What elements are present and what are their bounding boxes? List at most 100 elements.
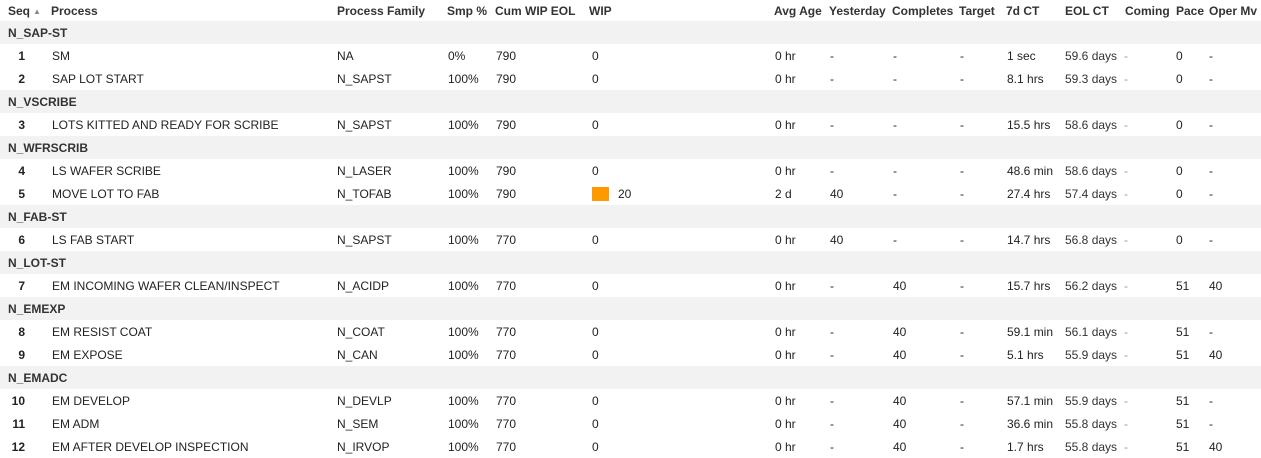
cell-yesterday: - [830, 325, 834, 339]
cell-process-family: NA [337, 49, 354, 63]
header-pace[interactable]: Pace [1176, 4, 1205, 18]
cell-completes: 40 [893, 417, 907, 431]
cell-pace: 0 [1176, 187, 1183, 201]
cell-wip: 0 [592, 72, 599, 86]
cell-process-family: N_IRVOP [337, 440, 390, 454]
cell-avg-age: 0 hr [775, 118, 796, 132]
cell-wip: 0 [592, 118, 599, 132]
cell-cum-wip-eol: 790 [496, 118, 517, 132]
header-completes[interactable]: Completes [892, 4, 954, 18]
cell-7d-ct: 59.1 min [1007, 325, 1054, 339]
group-header-row: N_FAB-ST [0, 205, 1261, 228]
cell-process[interactable]: SM [52, 49, 70, 63]
cell-target: - [960, 417, 964, 431]
header-process[interactable]: Process [51, 4, 98, 18]
cell-cum-wip-eol: 770 [496, 394, 517, 408]
cell-coming: - [1124, 394, 1129, 408]
cell-process-family: N_SEM [337, 417, 379, 431]
cell-coming: - [1124, 187, 1129, 201]
wip-bar [592, 187, 609, 201]
header-seq[interactable]: Seq ▲ [8, 4, 41, 18]
cell-process[interactable]: LS WAFER SCRIBE [52, 164, 161, 178]
table-row: 2 SAP LOT START N_SAPST 100% 790 0 0 hr - - - 8.1 … [0, 67, 1261, 90]
cell-eol-ct: 55.8 days - [1065, 417, 1128, 431]
cell-oper-mv: - [1209, 49, 1213, 63]
cell-avg-age: 0 hr [775, 72, 796, 86]
eol-ct-value: 55.8 days [1065, 440, 1118, 454]
cell-7d-ct: 1.7 hrs [1007, 440, 1044, 454]
table-row: 10 EM DEVELOP N_DEVLP 100% 770 0 0 hr - 40 - 57.1 … [0, 389, 1261, 412]
cell-process[interactable]: LOTS KITTED AND READY FOR SCRIBE [52, 118, 279, 132]
table-row: 12 EM AFTER DEVELOP INSPECTION N_IRVOP 100%… [0, 435, 1261, 458]
cell-oper-mv: 40 [1209, 440, 1223, 454]
cell-coming: - [1124, 118, 1129, 132]
cell-wip: 0 [592, 325, 599, 339]
header-yesterday[interactable]: Yesterday [829, 4, 886, 18]
table-row: 6 LS FAB START N_SAPST 100% 770 0 0 hr 40 - - 14.7… [0, 228, 1261, 251]
cell-seq: 12 [11, 440, 25, 454]
cell-wip: 0 [592, 394, 599, 408]
header-wip[interactable]: WIP [589, 4, 612, 18]
cell-wip: 0 [592, 279, 599, 293]
cell-process[interactable]: MOVE LOT TO FAB [52, 187, 160, 201]
cell-process[interactable]: EM INCOMING WAFER CLEAN/INSPECT [52, 279, 280, 293]
cell-cum-wip-eol: 790 [496, 49, 517, 63]
cell-process[interactable]: EM RESIST COAT [52, 325, 153, 339]
cell-yesterday: - [830, 440, 834, 454]
cell-process-family: N_LASER [337, 164, 392, 178]
cell-yesterday: - [830, 348, 834, 362]
header-oper-mv[interactable]: Oper Mv [1209, 4, 1258, 18]
header-smp[interactable]: Smp % [447, 4, 488, 18]
header-process-family[interactable]: Process Family [337, 4, 426, 18]
cell-completes: 40 [893, 394, 907, 408]
cell-wip: 0 [592, 348, 599, 362]
cell-process[interactable]: LS FAB START [52, 233, 135, 247]
cell-coming: - [1124, 279, 1129, 293]
cell-oper-mv: - [1209, 72, 1213, 86]
cell-smp: 100% [448, 118, 479, 132]
cell-seq: 7 [18, 279, 25, 293]
eol-ct-value: 56.8 days [1065, 233, 1118, 247]
cell-cum-wip-eol: 790 [496, 187, 517, 201]
cell-process[interactable]: EM EXPOSE [52, 348, 123, 362]
header-coming[interactable]: Coming [1125, 4, 1170, 18]
cell-pace: 0 [1176, 49, 1183, 63]
cell-smp: 100% [448, 279, 479, 293]
header-eol-ct[interactable]: EOL CT [1065, 4, 1109, 18]
cell-cum-wip-eol: 790 [496, 72, 517, 86]
cell-seq: 4 [18, 164, 25, 178]
cell-eol-ct: 56.8 days - [1065, 233, 1128, 247]
cell-process[interactable]: EM AFTER DEVELOP INSPECTION [52, 440, 249, 454]
cell-process[interactable]: EM DEVELOP [52, 394, 131, 408]
cell-process[interactable]: SAP LOT START [52, 72, 144, 86]
cell-7d-ct: 1 sec [1007, 49, 1036, 63]
table-row: 1 SM NA 0% 790 0 0 hr - - -1 sec 59.6 days -0- [0, 44, 1261, 67]
cell-target: - [960, 233, 964, 247]
cell-coming: - [1124, 440, 1129, 454]
cell-process-family: N_ACIDP [337, 279, 390, 293]
cell-oper-mv: - [1209, 187, 1213, 201]
cell-process-family: N_DEVLP [337, 394, 392, 408]
cell-eol-ct: 59.3 days - [1065, 72, 1128, 86]
cell-yesterday: - [830, 118, 834, 132]
cell-seq: 8 [18, 325, 25, 339]
header-target[interactable]: Target [959, 4, 995, 18]
header-7d-ct[interactable]: 7d CT [1006, 4, 1040, 18]
cell-pace: 0 [1176, 118, 1183, 132]
header-avg-age[interactable]: Avg Age [774, 4, 822, 18]
header-cum-wip-eol[interactable]: Cum WIP EOL [495, 4, 576, 18]
cell-target: - [960, 440, 964, 454]
cell-avg-age: 0 hr [775, 440, 796, 454]
cell-7d-ct: 27.4 hrs [1007, 187, 1051, 201]
cell-completes: 40 [893, 348, 907, 362]
group-label: N_EMADC [8, 371, 68, 385]
cell-smp: 100% [448, 233, 479, 247]
cell-eol-ct: 55.9 days - [1065, 348, 1128, 362]
cell-process[interactable]: EM ADM [52, 417, 100, 431]
cell-avg-age: 0 hr [775, 279, 796, 293]
cell-target: - [960, 49, 964, 63]
sort-ascending-icon[interactable]: ▲ [33, 7, 41, 16]
group-label: N_WFRSCRIB [8, 141, 88, 155]
cell-coming: - [1124, 325, 1129, 339]
cell-pace: 51 [1176, 325, 1190, 339]
